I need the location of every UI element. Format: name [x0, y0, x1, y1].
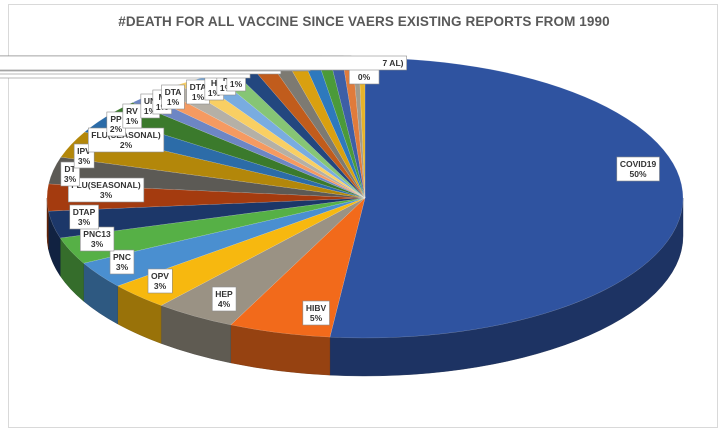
- data-label-27: 7 AL): [0, 55, 407, 71]
- data-label-value: 2%: [110, 124, 123, 134]
- data-label-value: 3%: [78, 217, 91, 227]
- data-label-box: [87, 127, 165, 153]
- data-label-name: H: [211, 78, 217, 88]
- pie-slice-1: [230, 197, 366, 338]
- data-label-name: FLU(SEASONAL): [71, 180, 141, 190]
- pie-slice-0: [329, 57, 684, 339]
- data-label-value: 50%: [629, 169, 646, 179]
- data-label-name: PNC13: [83, 229, 111, 239]
- pie-slice-5: [59, 197, 366, 264]
- pie-slice-6: [48, 197, 366, 239]
- data-label-value: 3%: [116, 262, 129, 272]
- data-label-value: 3%: [91, 239, 104, 249]
- data-label-name: RV: [126, 106, 138, 116]
- data-label-name: OPV: [151, 271, 169, 281]
- data-label-box: [161, 84, 185, 110]
- data-label-value: 1%: [144, 106, 157, 116]
- chart-title: #DEATH FOR ALL VACCINE SINCE VAERS EXIST…: [118, 14, 610, 29]
- data-label-value: 1%: [208, 88, 221, 98]
- data-label-value: 3%: [78, 156, 91, 166]
- data-label-value: 0%: [358, 72, 371, 82]
- data-label-name: IPV: [77, 146, 91, 156]
- data-label-value: 4%: [218, 299, 231, 309]
- data-label-12: RV1%: [122, 103, 142, 129]
- data-label-value: 1%: [230, 79, 243, 89]
- data-label-value: 5%: [310, 313, 323, 323]
- data-labels: COVID1950%HIBV5%HEP4%OPV3%PNC3%PNC133%DT…: [0, 55, 660, 326]
- data-label-box: [211, 286, 237, 312]
- data-label-value: 1%: [192, 92, 205, 102]
- pie-sides: [46, 197, 684, 377]
- pie-slice-3: [117, 197, 366, 306]
- data-label-value: 1%: [220, 83, 233, 93]
- data-label-name: DTA: [165, 87, 182, 97]
- data-label-name: PP: [110, 114, 122, 124]
- data-label-name: HEP: [215, 289, 233, 299]
- data-label-box: [0, 55, 407, 71]
- data-label-value: 3%: [154, 281, 167, 291]
- data-label-box: [79, 226, 115, 252]
- data-label-value: 1%: [167, 97, 180, 107]
- data-label-value: 3%: [64, 174, 77, 184]
- data-label-name: FLU(SEASONAL): [91, 130, 161, 140]
- pie-slice-8: [48, 156, 366, 199]
- data-label-name: HIBV: [306, 303, 327, 313]
- pie-slice-4: [83, 197, 366, 287]
- data-label-value: 3%: [100, 190, 113, 200]
- data-label-name: COVID19: [620, 159, 657, 169]
- data-label-name: DTAP: [73, 207, 96, 217]
- data-label-box: [109, 249, 135, 275]
- data-label-10: FLU(SEASONAL)2%: [87, 127, 165, 153]
- pie-slice-11: [105, 102, 366, 199]
- data-label-value: 1%: [126, 116, 139, 126]
- data-label-name: DT: [64, 164, 76, 174]
- data-label-7: FLU(SEASONAL)3%: [67, 177, 145, 203]
- data-label-name: UN: [144, 96, 156, 106]
- data-label-box: [67, 177, 145, 203]
- pie-top: [46, 57, 684, 339]
- data-label-box: [302, 300, 330, 326]
- data-label-name: 7 AL): [383, 58, 404, 68]
- data-label-box: [616, 156, 660, 182]
- data-label-box: [147, 268, 173, 294]
- data-label-box: [69, 204, 99, 230]
- data-label-value: 2%: [120, 140, 133, 150]
- data-label-name: DTA: [190, 82, 207, 92]
- data-label-name: PNC: [113, 252, 131, 262]
